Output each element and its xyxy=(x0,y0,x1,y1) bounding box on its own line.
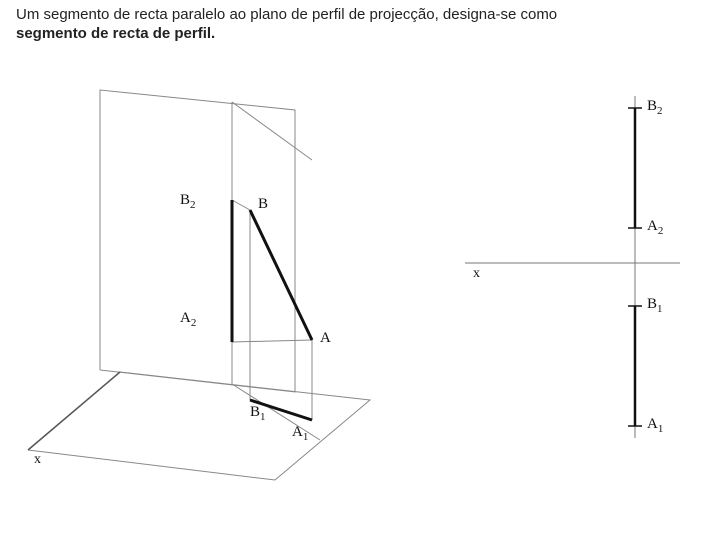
x-axis-label-left: x xyxy=(34,452,41,468)
profile-cut-top-back xyxy=(232,102,312,160)
label-A2-left: A2 xyxy=(180,310,196,329)
left-diagram: x B2 B A2 A B1 A1 xyxy=(20,80,400,500)
segment-AB xyxy=(250,210,312,340)
label-B1-left: B1 xyxy=(250,404,266,423)
heading-bold: segmento de recta de perfil. xyxy=(16,25,215,42)
label-A2-right: A2 xyxy=(647,218,663,237)
proj-B-to-B2 xyxy=(232,200,250,210)
right-diagram-svg xyxy=(455,88,695,448)
heading-line1: Um segmento de recta paralelo ao plano d… xyxy=(16,6,557,23)
x-axis-label-right: x xyxy=(473,266,480,282)
proj-A-to-A2 xyxy=(232,340,312,342)
label-A1-left: A1 xyxy=(292,424,308,443)
label-A-left: A xyxy=(320,330,331,347)
horizontal-plane-outline xyxy=(28,372,370,480)
label-A1-right: A1 xyxy=(647,416,663,435)
label-B2-right: B2 xyxy=(647,98,663,117)
page-root: { "heading": { "line1_pre": "Um segmento… xyxy=(0,0,720,540)
page-title: Um segmento de recta paralelo ao plano d… xyxy=(16,6,704,44)
label-B1-right: B1 xyxy=(647,296,663,315)
x-axis-left xyxy=(28,372,120,450)
left-diagram-svg xyxy=(20,80,400,500)
right-diagram: x B2 A2 B1 A1 xyxy=(455,88,695,448)
label-B-left: B xyxy=(258,196,268,213)
label-B2-left: B2 xyxy=(180,192,196,211)
